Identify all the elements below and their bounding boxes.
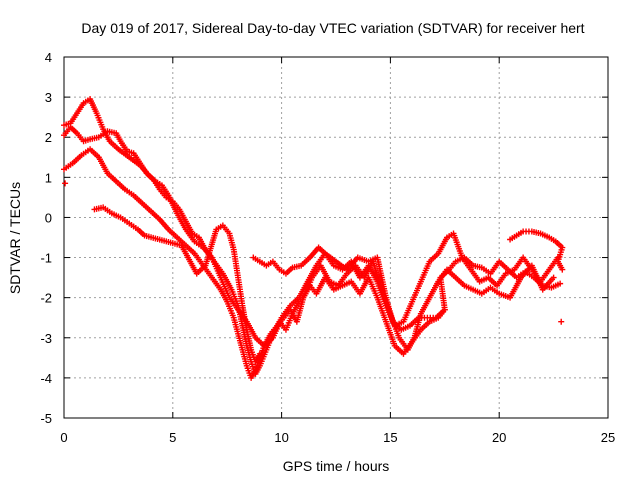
y-axis-tick-labels: -5 -4 -3 -2 -1 0 1 2 3 4 bbox=[40, 50, 52, 426]
y-axis-label: SDTVAR / TECUs bbox=[7, 182, 23, 294]
y-tick-label: 1 bbox=[45, 170, 52, 185]
x-tick-label: 10 bbox=[274, 430, 288, 445]
data-point-marker bbox=[256, 350, 263, 357]
y-tick-label: -2 bbox=[40, 291, 52, 306]
y-tick-label: -3 bbox=[40, 331, 52, 346]
data-point-marker bbox=[62, 180, 69, 187]
data-point-marker bbox=[558, 318, 565, 325]
series-track-d bbox=[62, 180, 566, 365]
axis-ticks bbox=[63, 56, 609, 419]
x-axis-label: GPS time / hours bbox=[283, 458, 390, 474]
y-tick-label: 2 bbox=[45, 130, 52, 145]
y-tick-label: 3 bbox=[45, 90, 52, 105]
grid-lines bbox=[64, 57, 608, 418]
data-point-marker bbox=[550, 274, 557, 281]
chart-title: Day 019 of 2017, Sidereal Day-to-day VTE… bbox=[81, 20, 584, 36]
x-tick-label: 20 bbox=[492, 430, 506, 445]
data-point-marker bbox=[559, 266, 566, 273]
y-tick-label: -1 bbox=[40, 251, 52, 266]
x-tick-label: 15 bbox=[383, 430, 397, 445]
plot-frame bbox=[63, 56, 609, 419]
y-tick-label: -4 bbox=[40, 371, 52, 386]
y-tick-label: -5 bbox=[40, 411, 52, 426]
y-tick-label: 0 bbox=[45, 210, 52, 225]
x-tick-label: 25 bbox=[601, 430, 615, 445]
x-tick-label: 5 bbox=[169, 430, 176, 445]
data-point-marker bbox=[557, 280, 564, 287]
data-markers bbox=[61, 96, 566, 381]
series-track-c bbox=[61, 146, 448, 381]
x-axis-tick-labels: 0 5 10 15 20 25 bbox=[60, 430, 615, 445]
x-tick-label: 0 bbox=[60, 430, 67, 445]
y-tick-label: 4 bbox=[45, 50, 52, 65]
series-track-a bbox=[61, 96, 561, 349]
